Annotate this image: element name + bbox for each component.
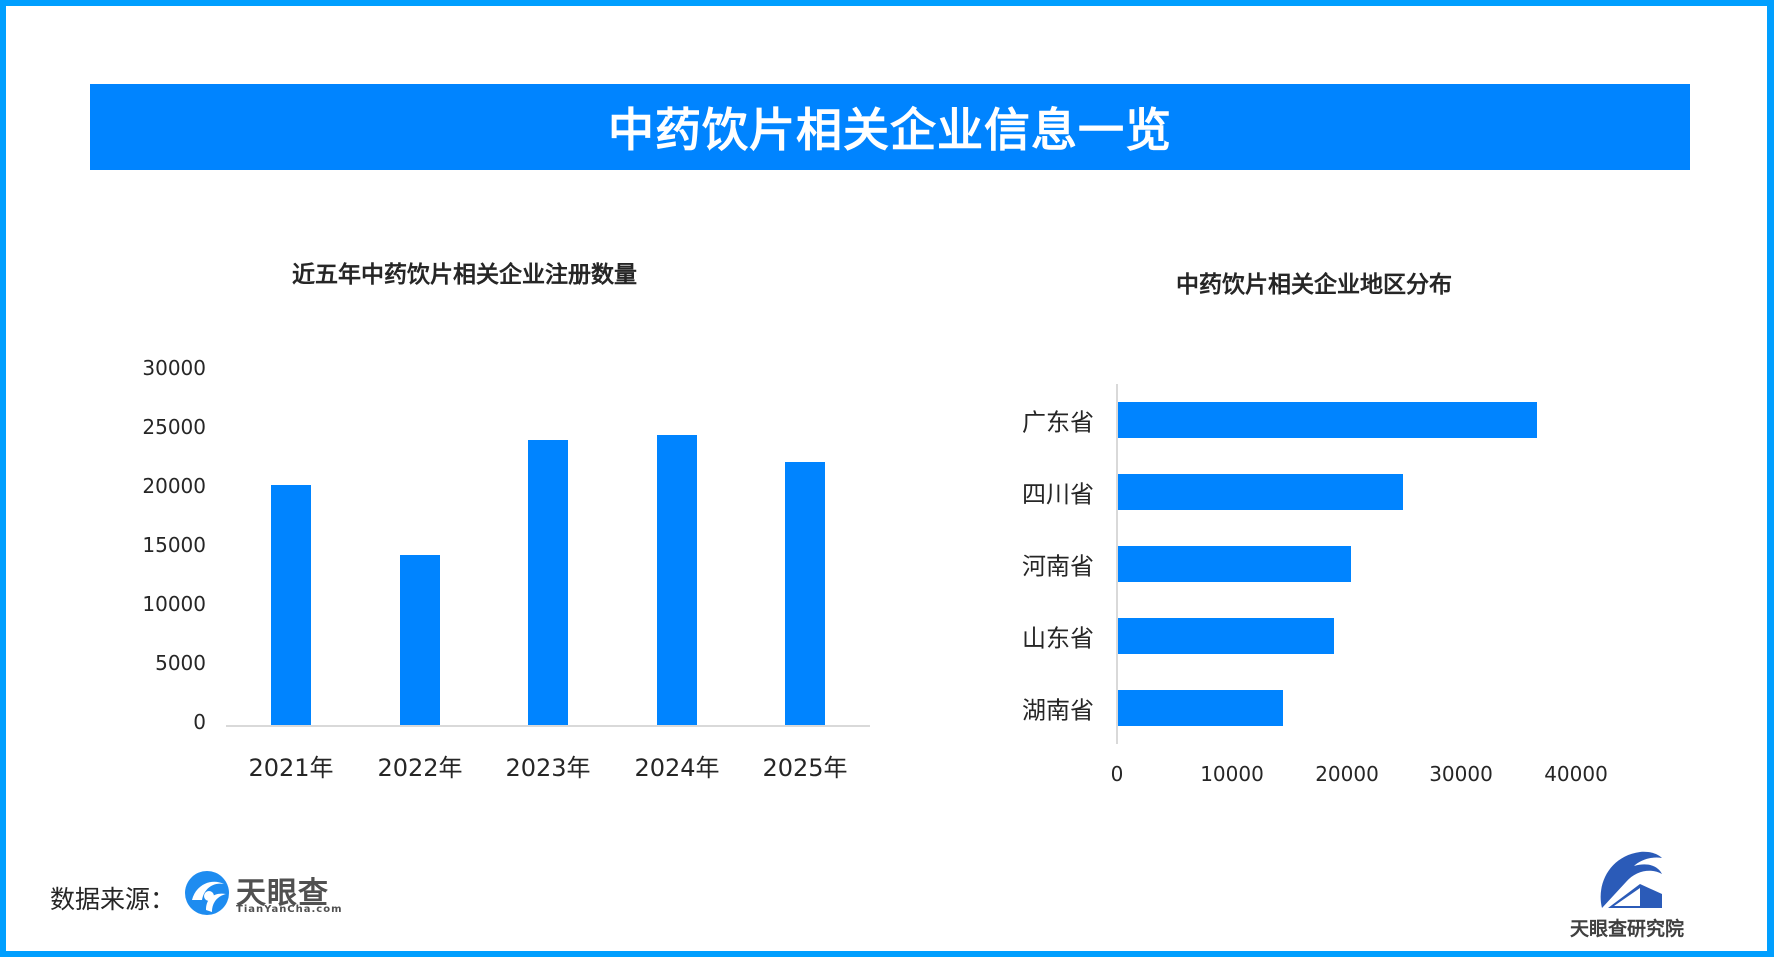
tianyancha-logo: 天眼查 TianYanCha.com [184,868,344,918]
bar-sichuan [1118,474,1403,510]
bar-henan [1118,546,1351,582]
bar-2022 [400,555,440,725]
data-source-label: 数据来源： [50,885,176,914]
y-tick: 15000 [142,533,206,557]
y-tick: 0 [193,710,206,734]
bar-shandong [1118,618,1334,654]
x-axis-line [226,725,870,727]
y-tick: 10000 [142,592,206,616]
y-tick: 20000 [142,474,206,498]
y-tick: 5000 [155,651,206,675]
header-banner: 中药饮片相关企业信息一览 [90,84,1690,170]
y-tick: 25000 [142,415,206,439]
y-category: 四川省 [1022,480,1094,509]
page-title: 中药饮片相关企业信息一览 [608,103,1172,157]
y-category: 湖南省 [1022,696,1094,725]
x-category: 2023年 [505,754,591,782]
y-tick: 30000 [142,356,206,380]
bar-2021 [271,485,311,725]
bar-hunan [1118,690,1283,726]
x-category: 2022年 [377,754,463,782]
bar-2024 [657,435,697,725]
y-axis-line [1116,384,1118,744]
tianyancha-swirl-icon [185,871,229,915]
x-category: 2021年 [248,754,334,782]
y-category: 山东省 [1022,624,1094,653]
x-tick: 10000 [1200,762,1264,786]
x-tick: 20000 [1315,762,1379,786]
bar-2025 [785,462,825,725]
x-category: 2024年 [634,754,720,782]
x-tick: 0 [1110,762,1124,786]
institute-emblem-icon [1600,851,1662,908]
x-tick: 30000 [1429,762,1493,786]
institute-name: 天眼查研究院 [1570,918,1685,940]
registration-chart-title: 近五年中药饮片相关企业注册数量 [292,262,637,288]
tianyancha-institute-logo: 天眼查研究院 [1570,848,1700,940]
bar-guangdong [1118,402,1537,438]
tianyancha-url: TianYanCha.com [236,904,343,915]
tianyancha-name: 天眼查 [236,876,329,911]
x-tick: 40000 [1544,762,1608,786]
region-chart-title: 中药饮片相关企业地区分布 [1176,272,1452,298]
y-category: 河南省 [1022,552,1094,581]
y-category: 广东省 [1022,408,1094,437]
x-category: 2025年 [762,754,848,782]
bar-2023 [528,440,568,725]
